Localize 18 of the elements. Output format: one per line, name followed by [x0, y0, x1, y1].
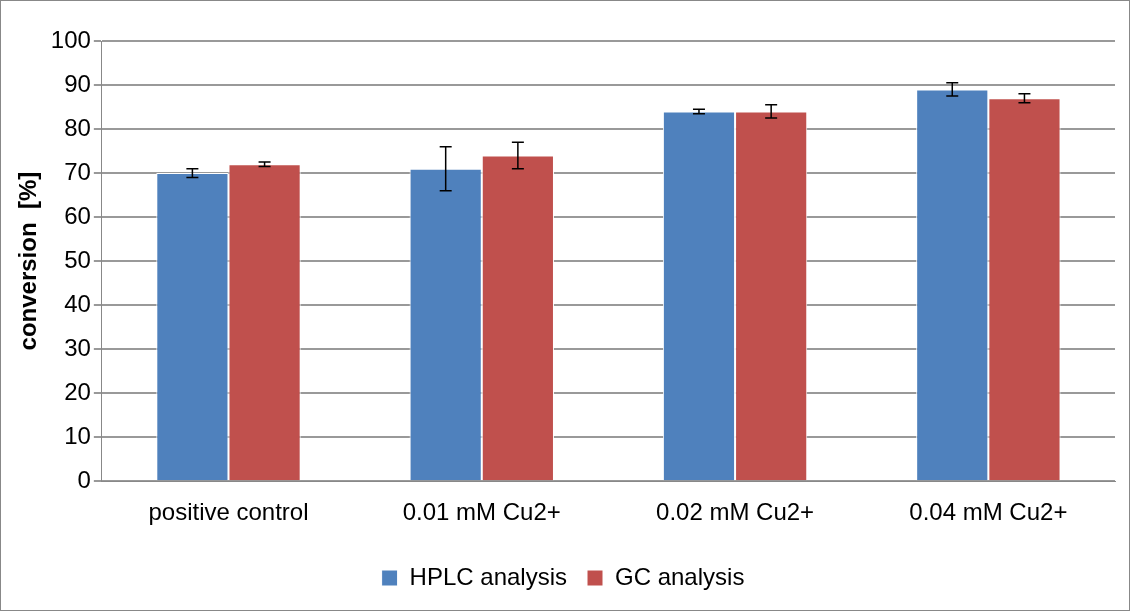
y-tick-label: 30	[64, 333, 91, 361]
y-tick-label: 40	[64, 289, 91, 317]
x-tick-label: positive control	[148, 498, 309, 526]
y-axis-title: conversion [%]	[14, 171, 42, 351]
y-tick-label: 90	[64, 69, 91, 97]
y-tick-label: 100	[50, 25, 91, 53]
y-tick-label: 20	[64, 377, 91, 405]
y-tick-label: 0	[77, 465, 91, 493]
y-tick-label: 70	[64, 157, 91, 185]
legend-label: GC analysis	[615, 562, 745, 590]
legend-label: HPLC analysis	[409, 562, 568, 590]
x-tick-label: 0.04 mM Cu2+	[909, 498, 1068, 526]
x-tick-label: 0.01 mM Cu2+	[402, 498, 561, 526]
y-tick-label: 10	[64, 421, 91, 449]
y-tick-label: 80	[64, 113, 91, 141]
y-tick-label: 60	[64, 201, 91, 229]
x-tick-label: 0.02 mM Cu2+	[656, 498, 815, 526]
y-tick-label: 50	[64, 245, 91, 273]
